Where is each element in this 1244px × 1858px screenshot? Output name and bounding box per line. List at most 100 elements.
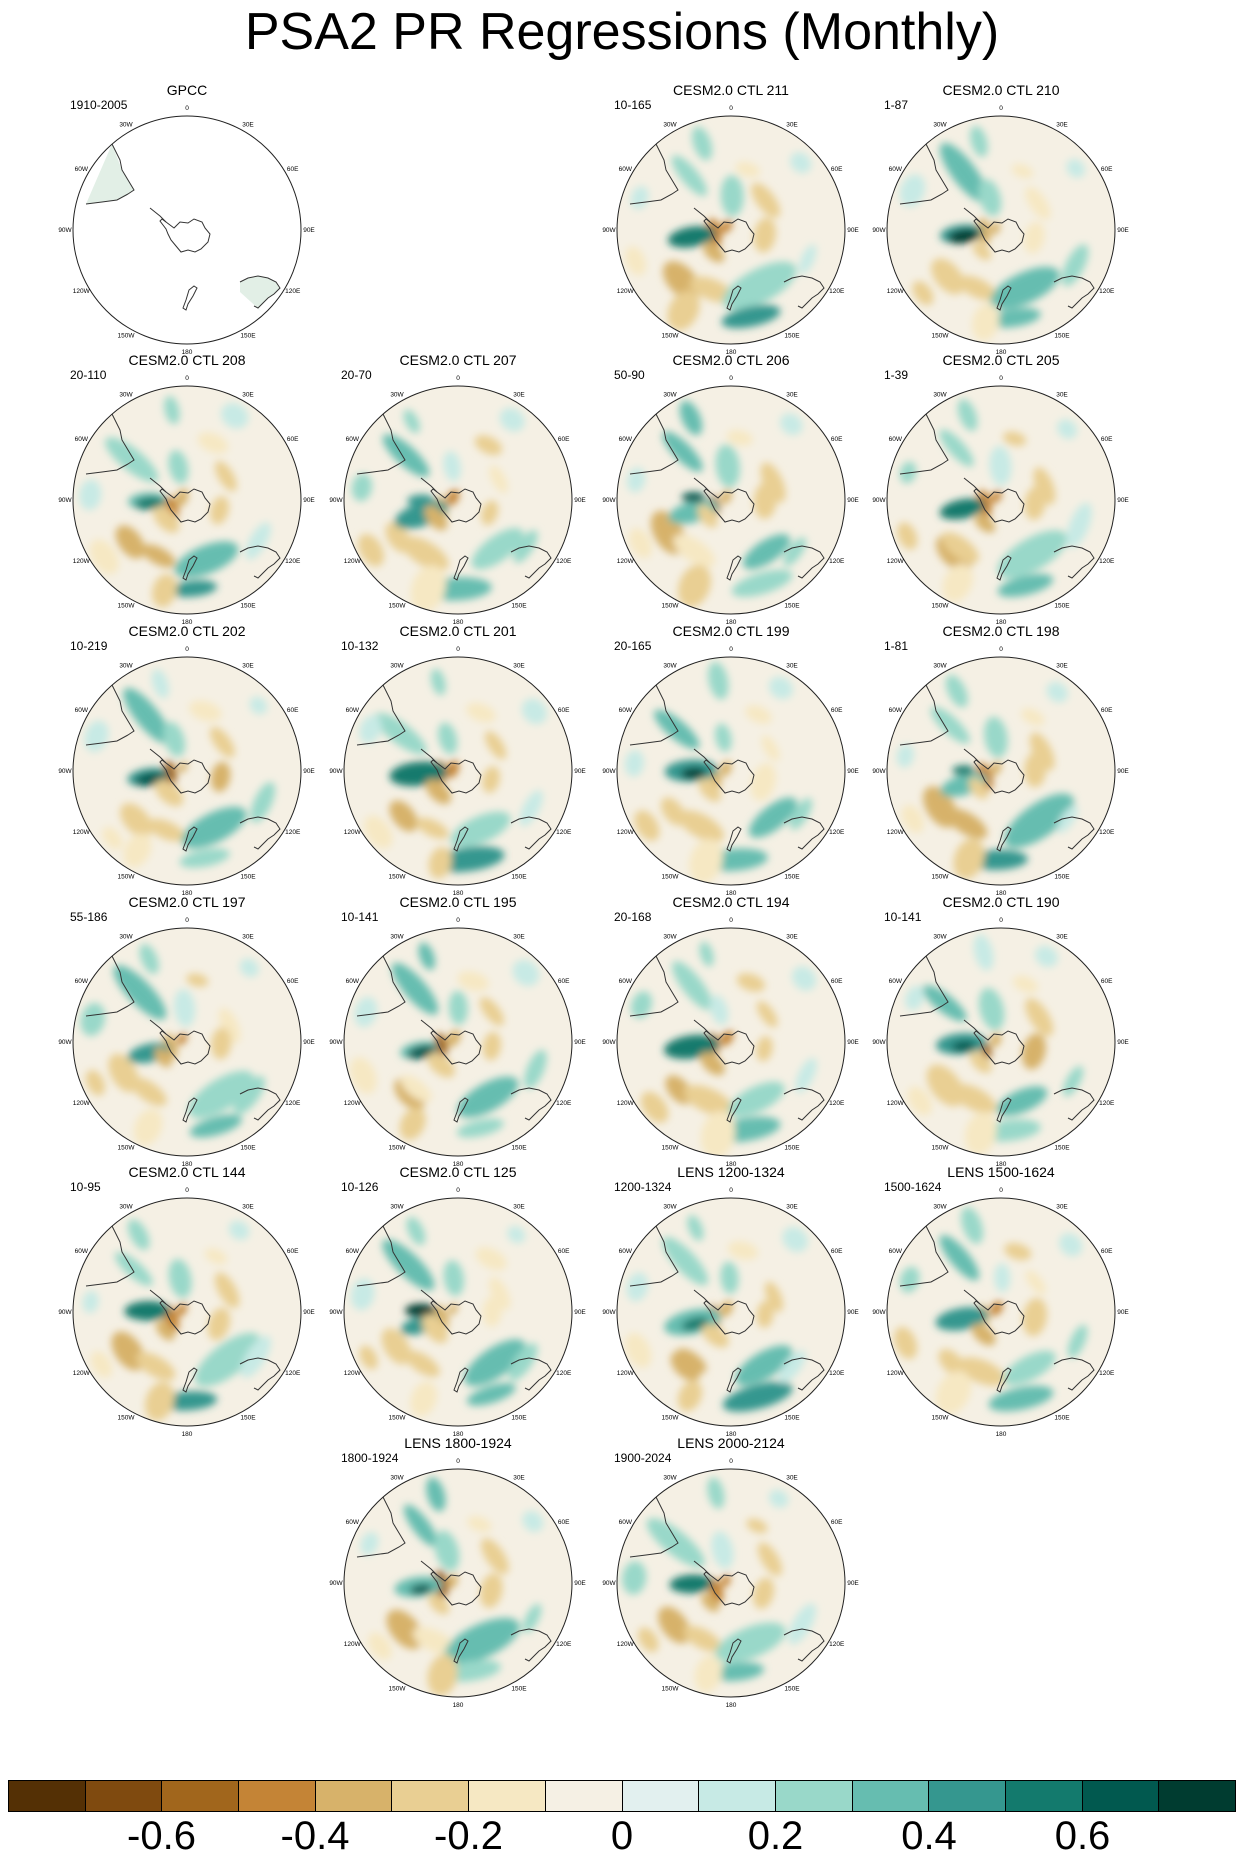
regression-contour — [1067, 1324, 1088, 1359]
regression-contour — [1004, 1242, 1032, 1261]
regression-contour — [750, 763, 776, 801]
regression-contour — [426, 1477, 446, 1512]
regression-contour — [701, 1593, 720, 1612]
south-america-outline — [629, 684, 679, 746]
meridian-label: 150E — [784, 603, 800, 610]
meridian-label: 90E — [1117, 497, 1129, 504]
regression-contour — [691, 126, 713, 161]
regression-contour — [1057, 419, 1078, 439]
regression-contour — [789, 798, 813, 830]
map-border — [886, 656, 1116, 886]
meridian-label: 60E — [287, 166, 299, 173]
south-america-outline — [85, 1225, 135, 1287]
regression-contour — [410, 565, 447, 612]
australia-outline — [1053, 1087, 1095, 1121]
regression-contour — [79, 479, 102, 511]
regression-contour — [1021, 1033, 1046, 1070]
meridian-label: 30W — [933, 662, 947, 669]
meridian-label: 180 — [726, 1161, 737, 1168]
regression-contour — [677, 1579, 710, 1594]
meridian-label: 30E — [1056, 1203, 1068, 1210]
map-panel: CESM2.0 CTL 190 10-141 0 30E 60E 90E 120E 150E 1… — [872, 894, 1129, 1168]
meridian-label: 120E — [556, 1100, 572, 1107]
antarctica-outline — [430, 1030, 482, 1065]
meridian-label: 60W — [75, 978, 89, 985]
meridian-label: 90E — [574, 1039, 586, 1046]
meridian-label: 30E — [242, 121, 254, 128]
meridian-label: 0 — [456, 375, 460, 382]
meridian-label: 150W — [662, 1686, 680, 1693]
antarctica-outline — [973, 218, 1025, 253]
regression-contour — [1025, 1270, 1046, 1295]
regression-contour — [662, 1237, 709, 1286]
regression-contour — [448, 1303, 458, 1316]
regression-contour — [756, 1001, 778, 1028]
meridian-label: 150W — [118, 1415, 136, 1422]
meridian-label: 150E — [1054, 603, 1070, 610]
new-zealand-outline — [996, 285, 1012, 311]
regression-contour — [710, 1662, 765, 1682]
map-border — [72, 656, 302, 886]
meridian-label: 60W — [346, 707, 360, 714]
panel-period: 10-141 — [884, 910, 922, 924]
meridian-label: 60E — [287, 436, 299, 443]
meridian-label: 90E — [847, 1580, 859, 1587]
regression-contour — [364, 815, 393, 849]
peninsula-outline — [693, 207, 711, 223]
regression-contour — [896, 744, 914, 768]
antarctica-outline — [430, 1300, 482, 1335]
regression-contour — [479, 997, 505, 1026]
south-america-outline — [356, 684, 406, 746]
meridian-label: 150E — [1054, 333, 1070, 340]
regression-contour — [678, 564, 711, 608]
meridian-label: 90E — [847, 497, 859, 504]
new-zealand-outline — [182, 826, 198, 852]
new-zealand-outline — [726, 1638, 742, 1664]
meridian-label: 120E — [556, 1370, 572, 1377]
peninsula-outline — [963, 477, 981, 493]
peninsula-outline — [149, 1289, 167, 1305]
regression-contour — [746, 1518, 768, 1534]
panel-title: CESM2.0 CTL 125 — [399, 1164, 517, 1180]
map-border — [343, 656, 573, 886]
map-border — [616, 656, 846, 886]
meridian-label: 150W — [118, 874, 136, 881]
regression-contour — [749, 797, 797, 838]
regression-contour — [444, 1617, 520, 1664]
regression-contour — [186, 973, 209, 987]
meridian-label: 120E — [829, 829, 845, 836]
meridian-label: 30W — [663, 662, 677, 669]
regression-contour — [971, 1323, 996, 1346]
regression-contour — [939, 429, 974, 467]
meridian-label: 90E — [574, 1309, 586, 1316]
regression-contour — [359, 715, 382, 744]
regression-contour — [1012, 975, 1039, 993]
meridian-label: 120E — [1099, 558, 1115, 565]
regression-contour — [428, 847, 452, 879]
regression-contour — [952, 1315, 977, 1327]
meridian-label: 90E — [574, 497, 586, 504]
regression-contour — [662, 261, 701, 300]
regression-contour — [1025, 998, 1054, 1037]
colorbar-swatch — [929, 1781, 1006, 1811]
meridian-label: 60E — [1101, 1248, 1113, 1255]
meridian-label: 120E — [556, 829, 572, 836]
meridian-label: 60W — [889, 978, 903, 985]
meridian-label: 30W — [390, 1474, 404, 1481]
new-zealand-outline — [453, 1097, 469, 1123]
polar-map: 0 30E 60E 90E 120E 150E 180 150W 120W 90W 60W 30W — [58, 375, 315, 626]
panel-period: 10-219 — [70, 639, 108, 653]
regression-contour — [698, 778, 721, 802]
polar-map: 0 30E 60E 90E 120E 150E 180 150W 120W 90W 60W 30W — [872, 917, 1129, 1168]
map-background — [887, 1198, 1115, 1426]
regression-contour — [922, 985, 967, 1022]
regression-contour — [694, 1655, 723, 1693]
meridian-label: 30W — [663, 121, 677, 128]
regression-contour — [683, 1625, 722, 1652]
meridian-label: 180 — [996, 890, 1007, 897]
colorbar-swatch — [852, 1781, 930, 1811]
meridian-label: 60E — [558, 436, 570, 443]
meridian-label: 120W — [617, 288, 635, 295]
regression-contour — [466, 702, 496, 723]
antarctica-outline — [430, 759, 482, 794]
